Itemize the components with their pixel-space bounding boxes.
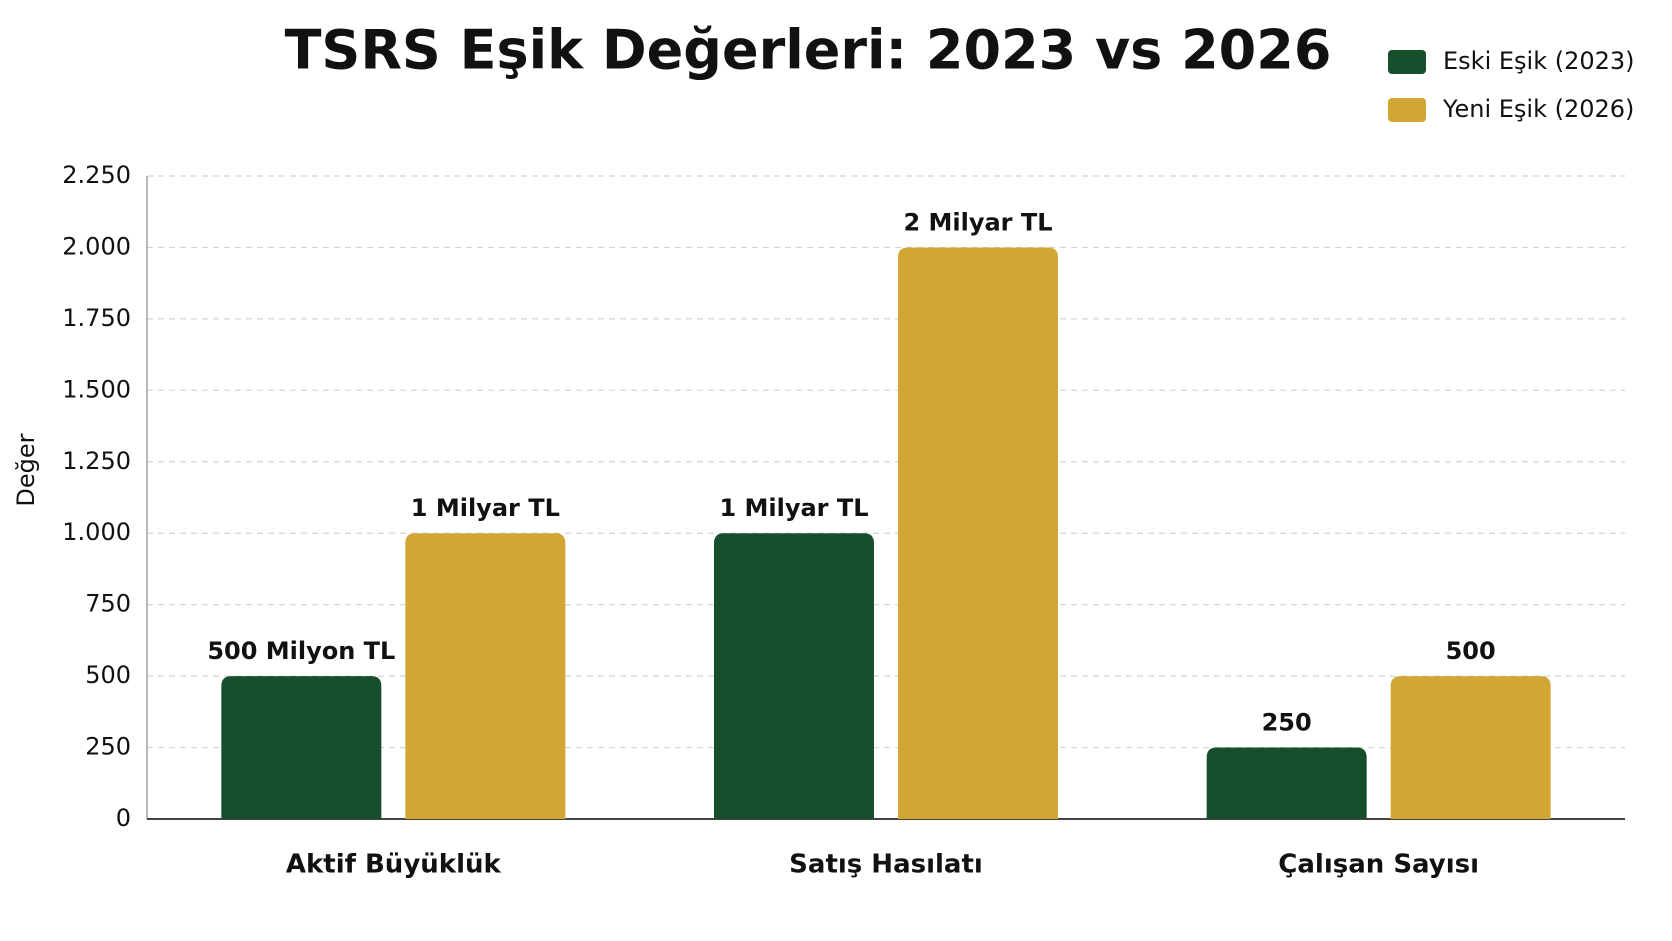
y-tick-label: 2.000: [62, 232, 131, 260]
legend-swatch: [1388, 50, 1426, 74]
y-tick-label: 500: [85, 661, 131, 689]
value-label: 2 Milyar TL: [903, 208, 1052, 236]
bar: [1206, 747, 1367, 819]
chart-title: TSRS Eşik Değerleri: 2023 vs 2026: [285, 19, 1332, 82]
legend-label: Yeni Eşik (2026): [1442, 95, 1634, 123]
bar: [221, 676, 382, 819]
value-label: 1 Milyar TL: [411, 494, 560, 522]
value-label: 500: [1446, 637, 1496, 665]
legend-label: Eski Eşik (2023): [1443, 47, 1635, 75]
y-tick-label: 250: [85, 733, 131, 761]
bar: [405, 533, 566, 819]
y-axis-label: Değer: [12, 433, 40, 506]
value-label: 500 Milyon TL: [207, 637, 395, 665]
value-label: 250: [1262, 709, 1312, 737]
legend-swatch: [1388, 98, 1426, 122]
y-tick-label: 1.000: [62, 518, 131, 546]
value-label: 1 Milyar TL: [719, 494, 868, 522]
y-tick-label: 2.250: [62, 161, 131, 189]
x-tick-label: Aktif Büyüklük: [286, 850, 502, 880]
bar: [1390, 676, 1551, 819]
x-tick-label: Çalışan Sayısı: [1278, 850, 1479, 880]
y-tick-label: 1.750: [62, 304, 131, 332]
y-tick-label: 1.250: [62, 447, 131, 475]
y-tick-label: 0: [116, 804, 131, 832]
bar: [898, 247, 1058, 819]
x-tick-label: Satış Hasılatı: [789, 850, 983, 880]
y-tick-label: 750: [85, 590, 131, 618]
bar: [714, 533, 874, 819]
y-tick-label: 1.500: [62, 375, 131, 403]
